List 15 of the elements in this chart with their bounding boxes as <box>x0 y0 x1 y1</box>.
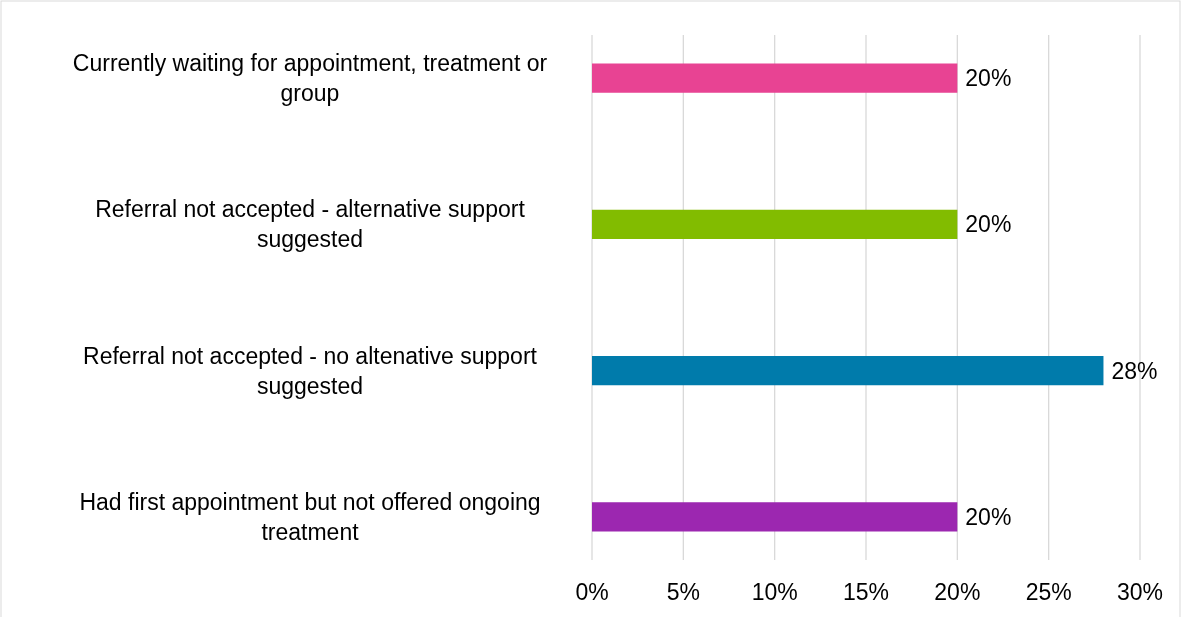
x-tick-label: 5% <box>666 579 700 605</box>
x-tick-label: 0% <box>575 579 609 605</box>
y-tick-label: Referral not accepted - alternative support suggested <box>95 196 526 253</box>
x-tick-label: 30% <box>1116 579 1164 605</box>
data-label: 20% <box>965 65 1012 92</box>
x-tick-label: 20% <box>934 579 981 605</box>
y-tick-label: Had first appointment but not offered ongoing treatment <box>79 488 541 545</box>
data-label: 20% <box>965 211 1012 238</box>
x-tick-label: 15% <box>842 579 890 605</box>
x-tick-label: 10% <box>751 579 798 605</box>
y-tick-label: Currently waiting for appointment, treatment or group <box>72 50 548 107</box>
y-tick-label: Referral not accepted - no altenative support suggested <box>83 342 538 399</box>
data-label: 20% <box>965 503 1012 530</box>
data-label: 28% <box>1111 357 1158 384</box>
x-tick-label: 25% <box>1025 579 1072 605</box>
